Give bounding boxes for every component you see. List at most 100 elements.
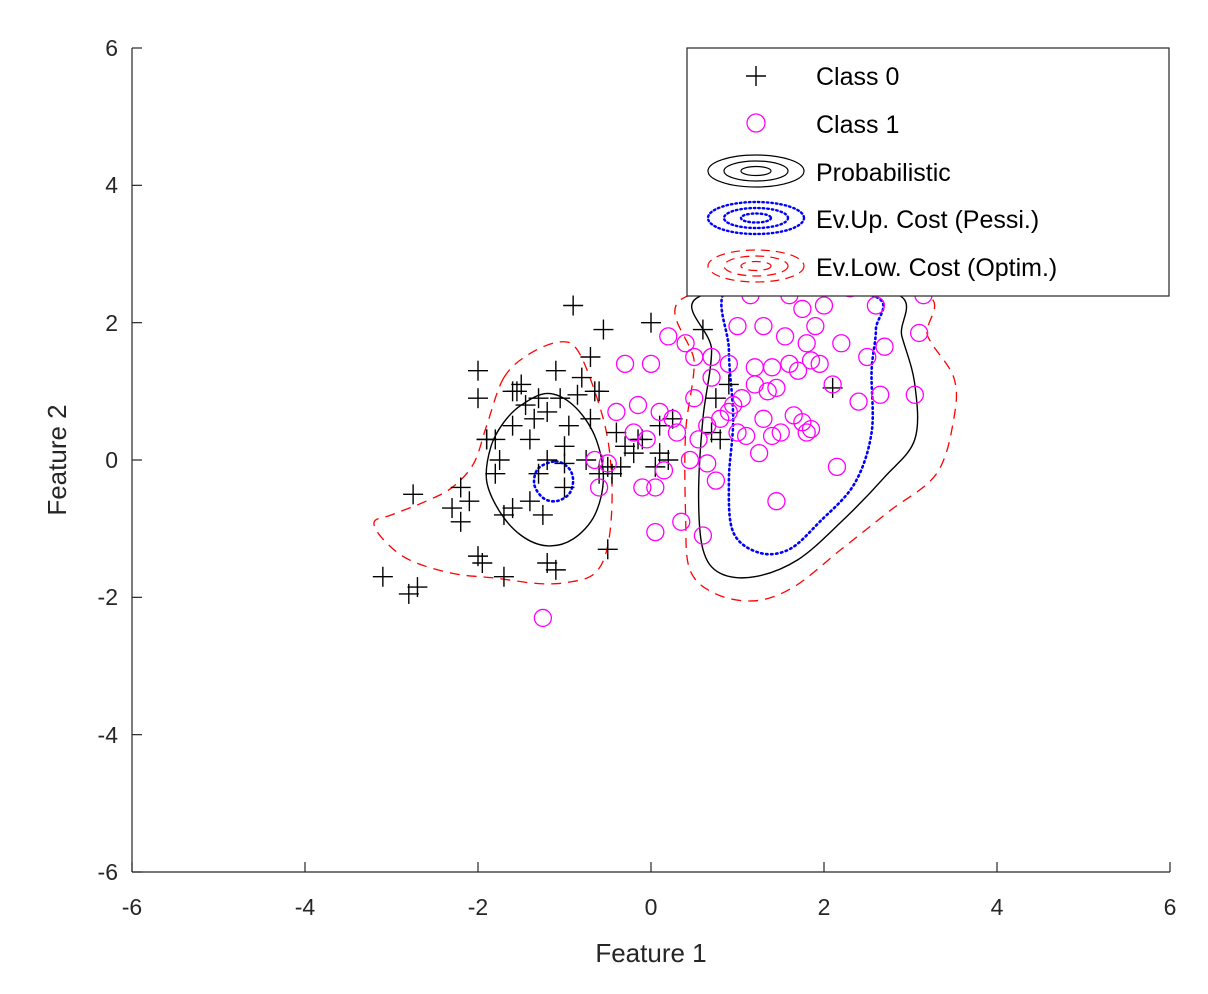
class-1-point [737, 426, 756, 446]
points-layer [372, 279, 933, 628]
class-0-point [450, 477, 471, 498]
class-1-point [637, 430, 656, 449]
plus-marker-icon [746, 66, 766, 86]
class-0-point [641, 312, 661, 333]
tick-layer [131, 47, 1171, 873]
class-0-point [567, 384, 588, 405]
x-tick-label: -4 [295, 894, 316, 920]
class-0-point [563, 295, 584, 316]
x-tick-label: 6 [1164, 894, 1177, 920]
class-1-point [585, 450, 604, 470]
class-0-point [649, 443, 670, 464]
class-1-point [797, 423, 816, 442]
class-1-point [762, 426, 782, 446]
class-0-point [550, 388, 571, 409]
class-1-point [849, 392, 868, 411]
class-0-point [705, 388, 726, 409]
class-0-point [476, 429, 497, 450]
class-1-point [633, 478, 652, 497]
contour-ev-low-cost-optim [674, 285, 958, 602]
class-0-point [537, 401, 558, 422]
class-1-point [615, 354, 635, 374]
legend-label-probabilistic: Probabilistic [816, 159, 951, 187]
class-0-point [822, 377, 843, 398]
contour-layer [373, 280, 958, 602]
legend-label-optimistic: Ev.Low. Cost (Optim.) [816, 254, 1057, 282]
class-1-point [685, 389, 704, 408]
x-axis-label: Feature 1 [595, 938, 706, 968]
class-0-point [645, 456, 666, 477]
class-0-point [502, 415, 523, 436]
class-0-point [554, 453, 575, 474]
class-1-point [607, 402, 626, 422]
contour-ev-low-cost-optim [373, 341, 613, 585]
class-0-point [532, 504, 553, 525]
class-1-point [775, 327, 795, 346]
legend-entry-probabilistic: Probabilistic [707, 154, 951, 188]
class-1-point [598, 454, 617, 473]
class-1-point [719, 402, 738, 422]
class-1-point [793, 299, 812, 319]
y-tick-label: 0 [105, 447, 118, 473]
class-1-point [823, 375, 842, 394]
y-tick-label: -2 [98, 584, 118, 610]
class-0-point [472, 553, 493, 573]
class-0-point [450, 511, 471, 532]
class-0-point [442, 498, 463, 519]
class-1-point [875, 337, 894, 356]
class-0-point [545, 360, 566, 381]
class-1-point [754, 409, 773, 428]
class-1-point [676, 334, 695, 353]
class-1-point [667, 423, 687, 442]
x-tick-label: -6 [122, 894, 142, 920]
class-1-point [533, 608, 553, 628]
class-0-point [524, 408, 545, 429]
dotted-contour-icon [706, 200, 806, 236]
class-0-point [597, 539, 618, 560]
class-1-point [866, 296, 886, 315]
class-0-point [515, 395, 536, 416]
circle-marker-icon [746, 113, 766, 133]
class-1-point [728, 316, 747, 336]
class-1-point [702, 347, 721, 367]
class-0-point [403, 484, 424, 505]
class-1-point [654, 461, 674, 480]
class-0-point [459, 491, 480, 512]
class-0-point [493, 566, 514, 587]
x-tick-label: 0 [645, 894, 658, 920]
y-axis-label: Feature 2 [42, 404, 72, 515]
class-0-point [584, 381, 605, 402]
class-1-point [646, 522, 665, 542]
class-1-point [797, 334, 816, 353]
legend-label-class-0: Class 0 [816, 63, 899, 91]
class-0-point [606, 422, 627, 443]
class-0-point [502, 498, 523, 519]
class-1-point [641, 354, 661, 374]
class-0-point [537, 450, 558, 470]
legend-box [686, 47, 1170, 297]
class-1-point [659, 327, 678, 346]
class-1-point [693, 526, 713, 545]
class-0-point [545, 559, 566, 580]
class-1-point [762, 358, 782, 377]
class-1-point [698, 416, 717, 435]
class-1-point [806, 316, 825, 336]
y-tick-label: 6 [105, 35, 118, 61]
class-0-point [649, 415, 670, 436]
class-1-point [732, 389, 751, 408]
class-0-point [610, 456, 631, 477]
class-1-point [624, 423, 643, 442]
class-0-point [710, 429, 731, 450]
class-1-point [646, 478, 665, 497]
class-1-point [672, 512, 691, 531]
legend-entry-class-1: Class 1 [746, 111, 899, 139]
y-tick-label: 2 [105, 310, 118, 336]
legend-entry-class-0: Class 0 [746, 63, 899, 91]
class-1-point [814, 296, 834, 315]
legend-entry-optimistic: Ev.Low. Cost (Optim.) [707, 249, 1057, 283]
class-1-point [754, 316, 773, 336]
class-1-point [745, 358, 764, 377]
class-0-point [580, 408, 601, 429]
class-1-point [689, 430, 708, 449]
contour-ev-up-cost-pessi [532, 460, 575, 503]
